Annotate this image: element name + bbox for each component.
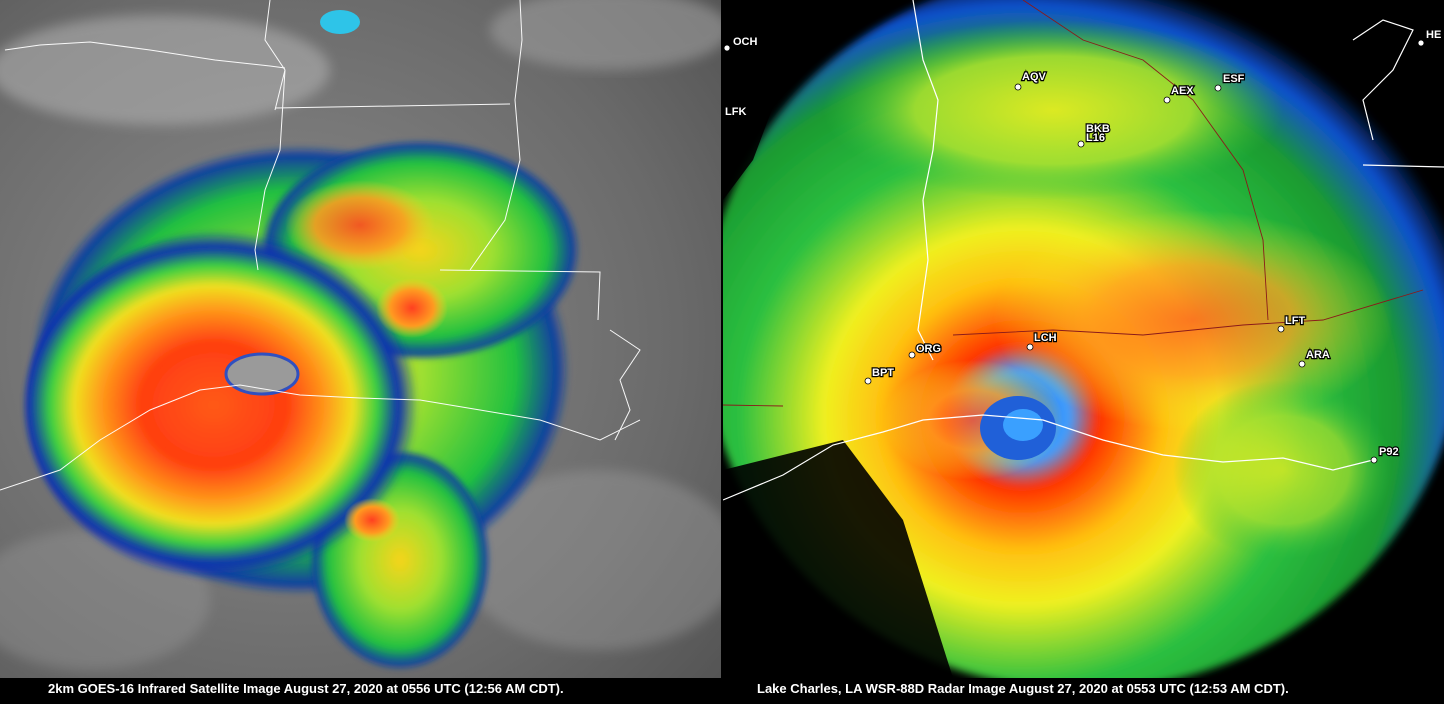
station-marker bbox=[864, 377, 872, 385]
station-marker bbox=[1163, 96, 1171, 104]
station-label: LFK bbox=[725, 106, 746, 118]
station-label: P92 bbox=[1379, 446, 1399, 458]
panel-divider bbox=[721, 0, 723, 678]
station-l16: L16 bbox=[1077, 131, 1106, 148]
satellite-image-graphic bbox=[0, 0, 721, 678]
station-org: ORG bbox=[908, 342, 942, 359]
station-marker bbox=[723, 44, 731, 52]
station-lfk: LFK bbox=[724, 105, 748, 119]
radar-caption: Lake Charles, LA WSR-88D Radar Image Aug… bbox=[757, 681, 1289, 696]
station-ara: ARA bbox=[1298, 348, 1331, 368]
station-bkb: BKB bbox=[1085, 122, 1111, 136]
station-marker bbox=[1370, 456, 1378, 464]
station-lft: LFT bbox=[1277, 314, 1307, 333]
station-och: OCH bbox=[723, 35, 759, 52]
infrared-satellite-image bbox=[0, 0, 721, 678]
station-label: HE bbox=[1426, 29, 1441, 41]
station-aqv: AQV bbox=[1014, 70, 1048, 91]
station-label: LFT bbox=[1285, 315, 1305, 327]
station-label: BPT bbox=[872, 367, 894, 379]
station-label: AEX bbox=[1171, 85, 1194, 97]
station-marker bbox=[1014, 83, 1022, 91]
station-label: L16 bbox=[1086, 132, 1105, 144]
station-label: ARA bbox=[1306, 349, 1330, 361]
station-label: OCH bbox=[733, 36, 758, 48]
station-label: AQV bbox=[1022, 71, 1047, 83]
satellite-caption: 2km GOES-16 Infrared Satellite Image Aug… bbox=[48, 681, 564, 696]
radar-image-graphic bbox=[723, 0, 1444, 678]
station-esf: ESF bbox=[1214, 72, 1246, 92]
caption-bar bbox=[0, 678, 1444, 704]
station-label: BKB bbox=[1086, 123, 1110, 135]
station-marker bbox=[1214, 84, 1222, 92]
station-label: LCH bbox=[1034, 332, 1057, 344]
station-label: ORG bbox=[916, 343, 941, 355]
station-overlay: OCH LFK AQV AEX ESF BKB L16 LCH bbox=[723, 28, 1442, 464]
station-marker bbox=[1277, 325, 1285, 333]
station-marker bbox=[1417, 39, 1425, 47]
station-marker bbox=[1077, 140, 1085, 148]
station-he: HE bbox=[1417, 28, 1442, 47]
radar-image: OCH LFK AQV AEX ESF BKB L16 LCH bbox=[723, 0, 1444, 678]
station-marker bbox=[1026, 343, 1034, 351]
station-marker bbox=[908, 351, 916, 359]
station-label: ESF bbox=[1223, 73, 1245, 85]
station-marker bbox=[1298, 360, 1306, 368]
station-p92: P92 bbox=[1370, 445, 1400, 464]
station-lch: LCH bbox=[1026, 331, 1058, 351]
station-aex: AEX bbox=[1163, 84, 1195, 104]
station-bpt: BPT bbox=[864, 366, 895, 385]
